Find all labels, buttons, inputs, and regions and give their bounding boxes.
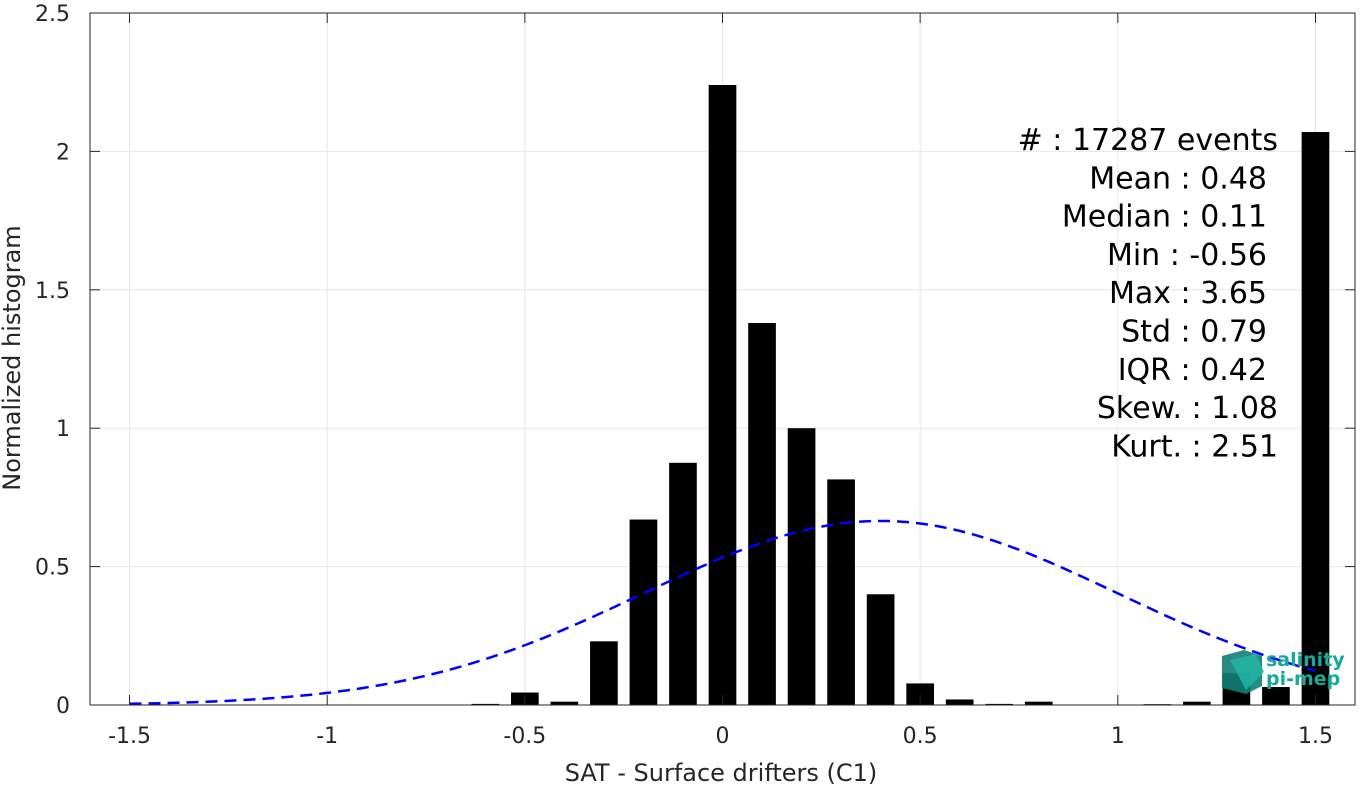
stat-line: # : 17287 events xyxy=(1018,123,1278,158)
x-tick-label: -0.5 xyxy=(503,724,546,749)
logo-emblem-facet xyxy=(1230,654,1264,690)
stat-line: Mean : 0.48 xyxy=(1089,161,1267,196)
normal-fit-curve xyxy=(129,519,1316,706)
normal-fit-line xyxy=(129,519,1316,706)
y-tick-label: 2.5 xyxy=(35,2,70,27)
histogram-bar xyxy=(906,683,934,705)
stat-line: Skew. : 1.08 xyxy=(1097,391,1278,426)
y-tick-label: 2 xyxy=(56,140,70,165)
logo-text-salinity: salinity xyxy=(1266,649,1345,671)
histogram-bar xyxy=(985,703,1014,705)
stat-line: Kurt. : 2.51 xyxy=(1111,429,1278,464)
histogram-bar xyxy=(866,594,895,705)
x-tick-label: -1.5 xyxy=(108,724,151,749)
histogram-bar xyxy=(1301,132,1330,706)
stat-line: Max : 3.65 xyxy=(1109,276,1267,311)
y-axis-title: Normalized histogram xyxy=(0,225,26,490)
histogram-bar xyxy=(1024,701,1053,705)
histogram-bar xyxy=(1262,687,1290,705)
tick-labels: -1.5 -1 -0.5 0 0.5 1 1.5 0 0.5 1 1.5 2 2.5 xyxy=(35,2,1355,749)
x-axis-title: SAT - Surface drifters (C1) xyxy=(565,759,878,785)
stat-line: IQR : 0.42 xyxy=(1118,353,1267,388)
histogram-bar xyxy=(629,519,658,705)
x-tick-label: 1.5 xyxy=(1298,724,1333,749)
stat-line: Median : 0.11 xyxy=(1062,200,1267,235)
stat-line: Std : 0.79 xyxy=(1121,315,1267,350)
y-tick-label: 1.5 xyxy=(35,279,70,304)
histogram-bar xyxy=(708,84,737,705)
stat-line: Min : -0.56 xyxy=(1107,238,1267,273)
y-tick-label: 1 xyxy=(56,417,70,442)
histogram-bar xyxy=(945,699,974,705)
histogram-bar xyxy=(1183,701,1211,705)
histogram-bar xyxy=(471,703,500,705)
x-tick-label: 1 xyxy=(1111,724,1125,749)
histogram-bar xyxy=(787,428,816,705)
y-tick-label: 0.5 xyxy=(35,556,70,581)
x-tick-label: 0.5 xyxy=(903,724,938,749)
logo-text-pi-mep: pi-mep xyxy=(1266,668,1340,690)
histogram-bars xyxy=(471,84,1330,706)
histogram-bar xyxy=(590,641,618,705)
x-tick-label: -1 xyxy=(316,724,338,749)
x-tick-label: 0 xyxy=(716,724,730,749)
histogram-bar xyxy=(669,462,697,705)
histogram-bar xyxy=(748,323,776,705)
histogram-bar xyxy=(827,479,855,705)
salinity-pi-mep-logo: salinity pi-mep xyxy=(1222,649,1345,694)
histogram-bar xyxy=(550,701,579,705)
y-tick-label: 0 xyxy=(56,694,70,719)
